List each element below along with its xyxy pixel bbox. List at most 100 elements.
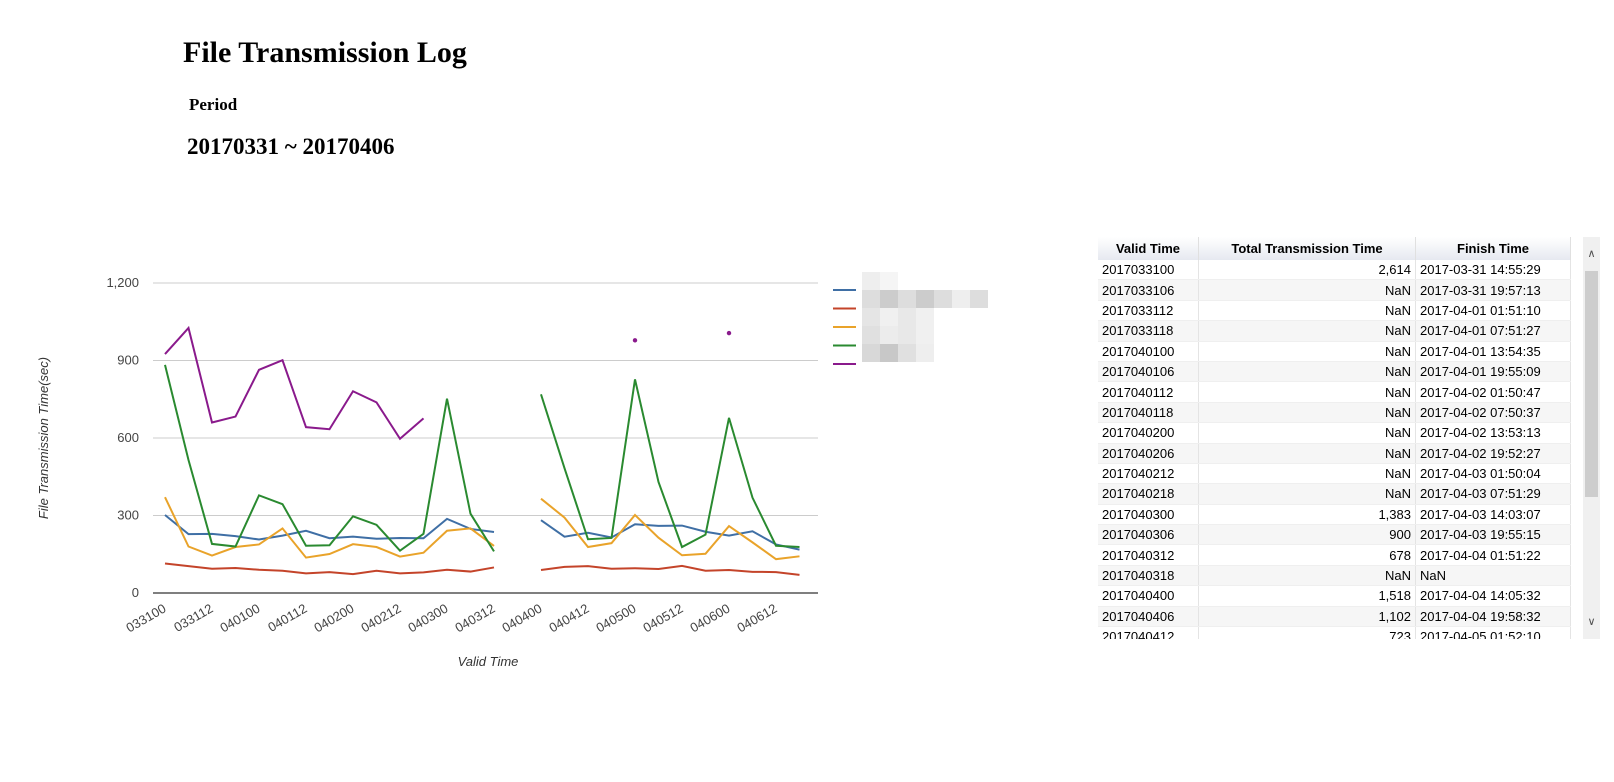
table-row[interactable]: 2017040118 NaN 2017-04-02 07:50:37 bbox=[1098, 402, 1571, 424]
table-row[interactable]: 2017040300 1,383 2017-04-03 14:03:07 bbox=[1098, 504, 1571, 526]
table-row[interactable]: 2017040112 NaN 2017-04-02 01:50:47 bbox=[1098, 381, 1571, 403]
legend-label-obscured bbox=[862, 272, 880, 290]
table-row[interactable]: 2017040312 678 2017-04-04 01:51:22 bbox=[1098, 544, 1571, 566]
series-2-line bbox=[540, 497, 800, 561]
x-tick-label: 040412 bbox=[546, 601, 591, 636]
table-row[interactable]: 2017040106 NaN 2017-04-01 19:55:09 bbox=[1098, 361, 1571, 383]
series-4-line bbox=[164, 325, 425, 441]
table-row[interactable]: 2017040306 900 2017-04-03 19:55:15 bbox=[1098, 524, 1571, 546]
table-row[interactable]: 2017040206 NaN 2017-04-02 19:52:27 bbox=[1098, 443, 1571, 464]
column-header-finish-time[interactable]: Finish Time bbox=[1415, 237, 1571, 260]
chevron-up-icon[interactable]: ∧ bbox=[1587, 247, 1596, 260]
table-row[interactable]: 2017040218 NaN 2017-04-03 07:51:29 bbox=[1098, 483, 1571, 505]
data-table-container[interactable]: Valid Time Total Transmission Time Finis… bbox=[1098, 237, 1600, 639]
cell-total-transmission-time: NaN bbox=[1198, 341, 1416, 362]
cell-finish-time: 2017-04-03 07:51:29 bbox=[1415, 483, 1571, 505]
table-row[interactable]: 2017040406 1,102 2017-04-04 19:58:32 bbox=[1098, 606, 1571, 628]
column-header-valid-time[interactable]: Valid Time bbox=[1098, 237, 1199, 260]
cell-finish-time: 2017-04-01 07:51:27 bbox=[1415, 320, 1571, 342]
x-tick-label: 033112 bbox=[171, 601, 215, 635]
table-row[interactable]: 2017040400 1,518 2017-04-04 14:05:32 bbox=[1098, 585, 1571, 607]
x-tick-label: 040312 bbox=[452, 601, 497, 636]
y-axis-title: File Transmission Time(sec) bbox=[36, 357, 51, 519]
legend-label-obscured bbox=[970, 290, 988, 308]
cell-finish-time: 2017-04-02 07:50:37 bbox=[1415, 402, 1571, 424]
legend-label-obscured bbox=[880, 272, 898, 290]
legend-label-obscured bbox=[898, 344, 916, 362]
legend-label-obscured bbox=[862, 290, 880, 308]
scroll-thumb[interactable] bbox=[1585, 271, 1598, 497]
cell-valid-time: 2017040212 bbox=[1098, 463, 1199, 485]
table-row[interactable]: 2017033112 NaN 2017-04-01 01:51:10 bbox=[1098, 300, 1571, 322]
table-scrollbar[interactable]: ∧ ∨ bbox=[1583, 237, 1600, 639]
chevron-down-icon[interactable]: ∨ bbox=[1587, 615, 1596, 628]
cell-finish-time: 2017-03-31 14:55:29 bbox=[1415, 260, 1571, 281]
legend-label-obscured bbox=[916, 326, 934, 344]
cell-valid-time: 2017033106 bbox=[1098, 279, 1199, 301]
table-row[interactable]: 2017033100 2,614 2017-03-31 14:55:29 bbox=[1098, 260, 1571, 281]
cell-total-transmission-time: NaN bbox=[1198, 279, 1416, 301]
cell-finish-time: 2017-04-04 01:51:22 bbox=[1415, 544, 1571, 566]
table-row[interactable]: 2017033118 NaN 2017-04-01 07:51:27 bbox=[1098, 320, 1571, 342]
series-4-point bbox=[726, 330, 732, 336]
cell-finish-time: 2017-04-04 14:05:32 bbox=[1415, 585, 1571, 607]
x-tick-label: 033100 bbox=[123, 601, 168, 636]
series-2-line bbox=[164, 496, 495, 559]
cell-total-transmission-time: NaN bbox=[1198, 463, 1416, 485]
cell-finish-time: 2017-04-03 01:50:04 bbox=[1415, 463, 1571, 485]
cell-valid-time: 2017040400 bbox=[1098, 585, 1199, 607]
y-tick-label: 900 bbox=[117, 353, 139, 368]
cell-valid-time: 2017033100 bbox=[1098, 260, 1199, 281]
table-row[interactable]: 2017040318 NaN NaN bbox=[1098, 565, 1571, 587]
cell-valid-time: 2017040218 bbox=[1098, 483, 1199, 505]
legend-label-obscured bbox=[898, 308, 916, 326]
cell-finish-time: 2017-04-01 01:51:10 bbox=[1415, 300, 1571, 322]
series-3-line bbox=[164, 364, 495, 552]
cell-valid-time: 2017040312 bbox=[1098, 544, 1199, 566]
legend-label-obscured bbox=[916, 344, 934, 362]
cell-total-transmission-time: NaN bbox=[1198, 443, 1416, 464]
cell-valid-time: 2017040300 bbox=[1098, 504, 1199, 526]
x-tick-label: 040512 bbox=[640, 601, 685, 636]
legend-label-obscured bbox=[880, 344, 898, 362]
cell-total-transmission-time: NaN bbox=[1198, 483, 1416, 505]
legend-label-obscured bbox=[862, 326, 880, 344]
x-tick-label: 040200 bbox=[311, 601, 356, 636]
series-1-line bbox=[540, 564, 800, 576]
cell-valid-time: 2017040200 bbox=[1098, 422, 1199, 444]
cell-total-transmission-time: 678 bbox=[1198, 544, 1416, 566]
x-tick-label: 040612 bbox=[734, 601, 779, 636]
cell-total-transmission-time: 1,383 bbox=[1198, 504, 1416, 526]
cell-valid-time: 2017040206 bbox=[1098, 443, 1199, 464]
cell-valid-time: 2017040318 bbox=[1098, 565, 1199, 587]
x-tick-label: 040400 bbox=[499, 601, 544, 636]
column-header-total-transmission-time[interactable]: Total Transmission Time bbox=[1198, 237, 1416, 260]
series-3-line bbox=[540, 379, 800, 549]
cell-finish-time: 2017-04-03 19:55:15 bbox=[1415, 524, 1571, 546]
table-row[interactable]: 2017040412 723 2017-04-05 01:52:10 bbox=[1098, 626, 1571, 639]
x-axis-title: Valid Time bbox=[458, 654, 519, 669]
table-row[interactable]: 2017040200 NaN 2017-04-02 13:53:13 bbox=[1098, 422, 1571, 444]
table-row[interactable]: 2017040100 NaN 2017-04-01 13:54:35 bbox=[1098, 341, 1571, 362]
table-row[interactable]: 2017040212 NaN 2017-04-03 01:50:04 bbox=[1098, 463, 1571, 485]
series-0-line bbox=[164, 514, 495, 541]
cell-total-transmission-time: 2,614 bbox=[1198, 260, 1416, 281]
cell-finish-time: 2017-04-05 01:52:10 bbox=[1415, 626, 1571, 639]
period-value: 20170331 ~ 20170406 bbox=[187, 134, 395, 159]
cell-valid-time: 2017040412 bbox=[1098, 626, 1199, 639]
cell-total-transmission-time: NaN bbox=[1198, 300, 1416, 322]
legend-label-obscured bbox=[916, 290, 934, 308]
table-header-row: Valid Time Total Transmission Time Finis… bbox=[1098, 237, 1571, 260]
cell-valid-time: 2017040118 bbox=[1098, 402, 1199, 424]
cell-finish-time: NaN bbox=[1415, 565, 1571, 587]
cell-valid-time: 2017040112 bbox=[1098, 381, 1199, 403]
legend-label-obscured bbox=[862, 308, 880, 326]
cell-total-transmission-time: NaN bbox=[1198, 422, 1416, 444]
data-table: Valid Time Total Transmission Time Finis… bbox=[1098, 237, 1571, 639]
legend-label-obscured bbox=[880, 326, 898, 344]
x-tick-label: 040100 bbox=[217, 601, 262, 636]
cell-total-transmission-time: 1,102 bbox=[1198, 606, 1416, 628]
cell-total-transmission-time: NaN bbox=[1198, 381, 1416, 403]
table-row[interactable]: 2017033106 NaN 2017-03-31 19:57:13 bbox=[1098, 279, 1571, 301]
y-tick-label: 300 bbox=[117, 508, 139, 523]
